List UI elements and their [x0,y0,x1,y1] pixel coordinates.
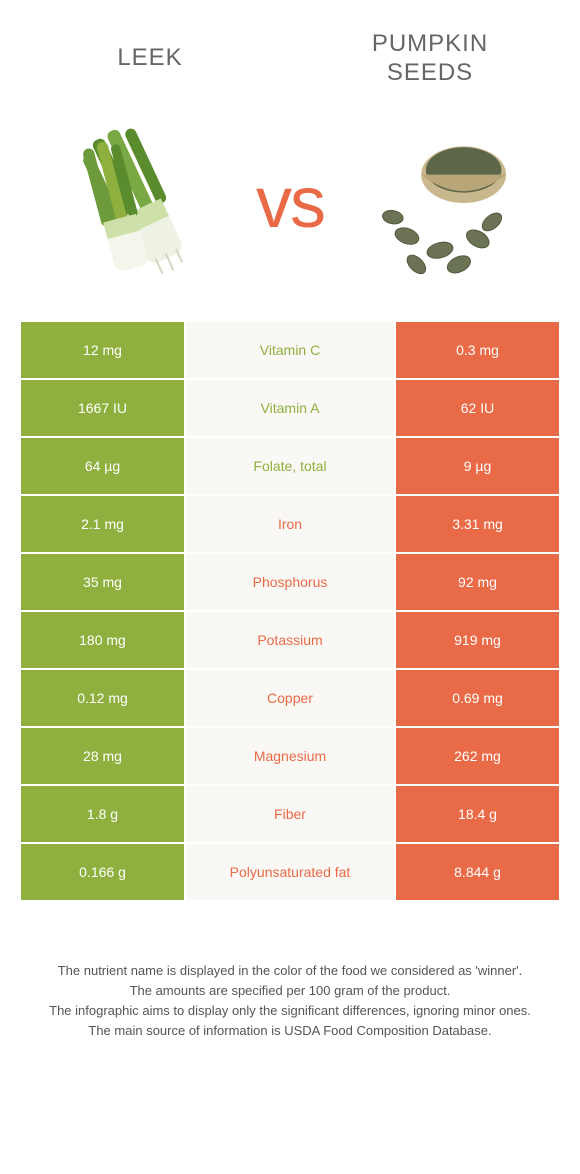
nutrient-name-cell: Fiber [185,785,395,843]
nutrient-name-cell: Magnesium [185,727,395,785]
nutrient-name-cell: Folate, total [185,437,395,495]
footer-line: The amounts are specified per 100 gram o… [49,981,531,1001]
nutrient-name-cell: Copper [185,669,395,727]
nutrient-name-cell: Polyunsaturated fat [185,843,395,901]
right-value-cell: 3.31 mg [395,495,560,553]
left-value-cell: 0.166 g [20,843,185,901]
nutrient-name-cell: Phosphorus [185,553,395,611]
hero-row: vs [20,113,560,293]
footer-notes: The nutrient name is displayed in the co… [24,961,556,1042]
right-food-title: Pumpkin seeds [340,30,520,88]
right-value-cell: 262 mg [395,727,560,785]
right-value-cell: 9 µg [395,437,560,495]
table-row: 1667 IUVitamin A62 IU [20,379,560,437]
pumpkin-seeds-icon [355,118,525,288]
footer-line: The infographic aims to display only the… [49,1001,531,1021]
nutrient-name-cell: Vitamin A [185,379,395,437]
table-row: 28 mgMagnesium262 mg [20,727,560,785]
left-value-cell: 35 mg [20,553,185,611]
left-value-cell: 0.12 mg [20,669,185,727]
right-value-cell: 18.4 g [395,785,560,843]
table-row: 2.1 mgIron3.31 mg [20,495,560,553]
left-value-cell: 28 mg [20,727,185,785]
left-food-title: Leek [60,44,240,73]
left-value-cell: 64 µg [20,437,185,495]
table-row: 12 mgVitamin C0.3 mg [20,321,560,379]
table-row: 1.8 gFiber18.4 g [20,785,560,843]
leek-icon [55,118,225,288]
vs-label: vs [256,162,324,244]
comparison-header: Leek Pumpkin seeds [20,30,560,88]
table-row: 35 mgPhosphorus92 mg [20,553,560,611]
footer-line: The nutrient name is displayed in the co… [49,961,531,981]
left-food-image [50,113,230,293]
left-value-cell: 1.8 g [20,785,185,843]
table-row: 0.12 mgCopper0.69 mg [20,669,560,727]
right-value-cell: 0.3 mg [395,321,560,379]
left-value-cell: 180 mg [20,611,185,669]
table-row: 180 mgPotassium919 mg [20,611,560,669]
nutrient-name-cell: Potassium [185,611,395,669]
right-value-cell: 62 IU [395,379,560,437]
footer-line: The main source of information is USDA F… [49,1021,531,1041]
table-row: 0.166 gPolyunsaturated fat8.844 g [20,843,560,901]
right-value-cell: 92 mg [395,553,560,611]
right-value-cell: 919 mg [395,611,560,669]
left-value-cell: 12 mg [20,321,185,379]
nutrient-table: 12 mgVitamin C0.3 mg1667 IUVitamin A62 I… [20,321,560,901]
nutrient-name-cell: Iron [185,495,395,553]
left-value-cell: 1667 IU [20,379,185,437]
right-value-cell: 8.844 g [395,843,560,901]
table-row: 64 µgFolate, total9 µg [20,437,560,495]
nutrient-name-cell: Vitamin C [185,321,395,379]
left-value-cell: 2.1 mg [20,495,185,553]
right-food-image [350,113,530,293]
right-value-cell: 0.69 mg [395,669,560,727]
